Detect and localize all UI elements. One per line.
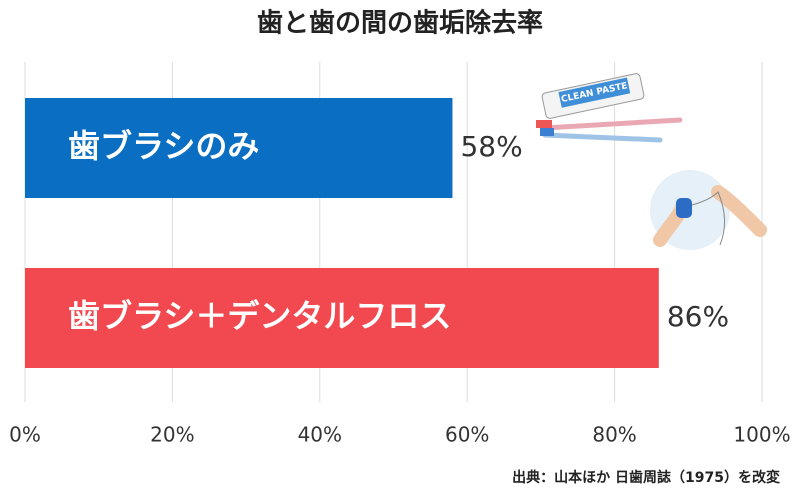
bar [25, 268, 659, 368]
x-tick-label: 20% [150, 423, 194, 447]
x-tick-label: 0% [9, 423, 41, 447]
floss-illustration [650, 170, 767, 250]
source-note: 出典：山本ほか 日歯周誌（1975）を改変 [512, 469, 780, 486]
bar [25, 98, 453, 198]
toothpaste-illustration: CLEAN PASTE [536, 73, 683, 143]
chart-title: 歯と歯の間の歯垢除去率 [257, 8, 543, 39]
floss-string [691, 191, 725, 246]
category-label: 歯ブラシのみ [68, 127, 259, 165]
hand [711, 185, 767, 237]
bristles [536, 120, 552, 128]
value-label: 58% [460, 130, 522, 163]
bars: 歯ブラシのみ 58% 歯ブラシ＋デンタルフロス 86% [25, 98, 729, 368]
x-tick-label: 100% [733, 423, 790, 447]
x-tick-label: 60% [445, 423, 489, 447]
category-label: 歯ブラシ＋デンタルフロス [68, 297, 451, 335]
x-tick-label: 40% [298, 423, 342, 447]
bristles [540, 128, 554, 136]
floss-holder [676, 198, 692, 218]
brush [542, 132, 663, 143]
tube-label [558, 77, 631, 108]
x-tick-label: 80% [592, 423, 636, 447]
value-label: 86% [667, 300, 729, 333]
ticks: 0% 20% 40% 60% 80% 100% [9, 62, 791, 447]
brush [542, 117, 683, 131]
